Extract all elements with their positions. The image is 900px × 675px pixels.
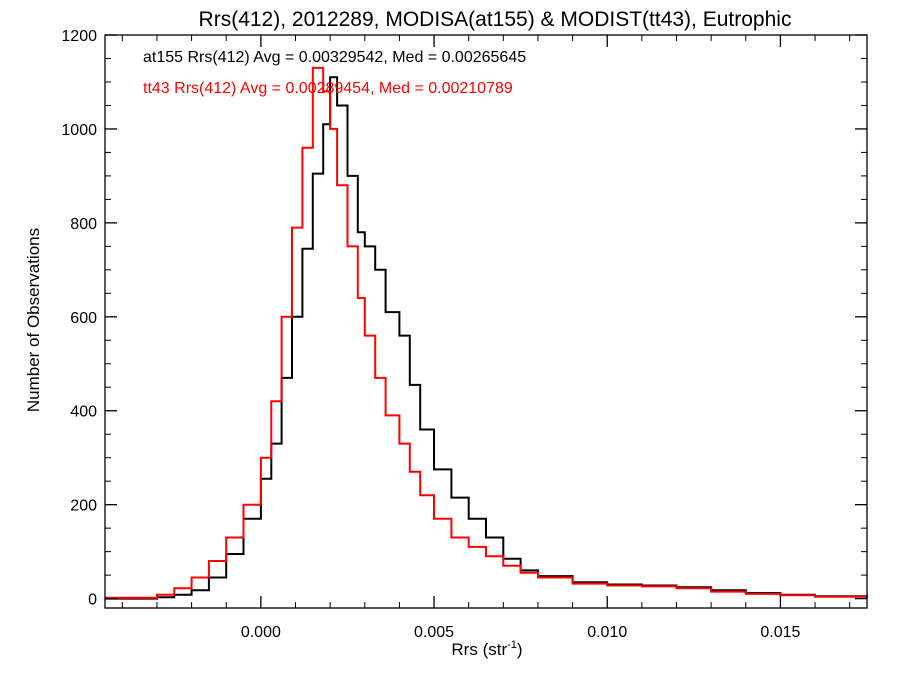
series-layer [105,66,868,600]
x-axis-label-suffix: ) [517,640,523,659]
series-line-1 [105,66,868,599]
x-axis-label-main: Rrs (str [451,640,507,659]
y-tick-label-0: 0 [88,592,97,609]
x-tick-label-2: 0.010 [587,624,627,641]
y-tick-label-3: 600 [70,310,97,327]
plot-frame [104,34,868,609]
y-tick-label-2: 400 [70,404,97,421]
y-tick-label-5: 1000 [61,122,97,139]
x-tick-label-3: 0.015 [760,624,800,641]
x-axis-label-superscript: -1 [507,639,517,651]
x-tick-label-0: 0.000 [241,624,281,641]
annotation-at155-stats: at155 Rrs(412) Avg = 0.00329542, Med = 0… [143,49,526,66]
x-axis-label: Rrs (str-1) [451,639,522,659]
x-tick-label-1: 0.005 [414,624,454,641]
annotation-tt43-stats: tt43 Rrs(412) Avg = 0.00289454, Med = 0.… [143,80,513,97]
y-tick-label-4: 800 [70,216,97,233]
axes-layer: 0.000 0.005 0.010 0.015 0 200 400 600 800 1000 120… [61,28,868,641]
chart-title: Rrs(412), 2012289, MODISA(at155) & MODIS… [199,8,792,31]
y-tick-label-1: 200 [70,498,97,515]
y-axis-label: Number of Observations [24,228,43,412]
y-tick-label-6: 1200 [61,28,97,45]
